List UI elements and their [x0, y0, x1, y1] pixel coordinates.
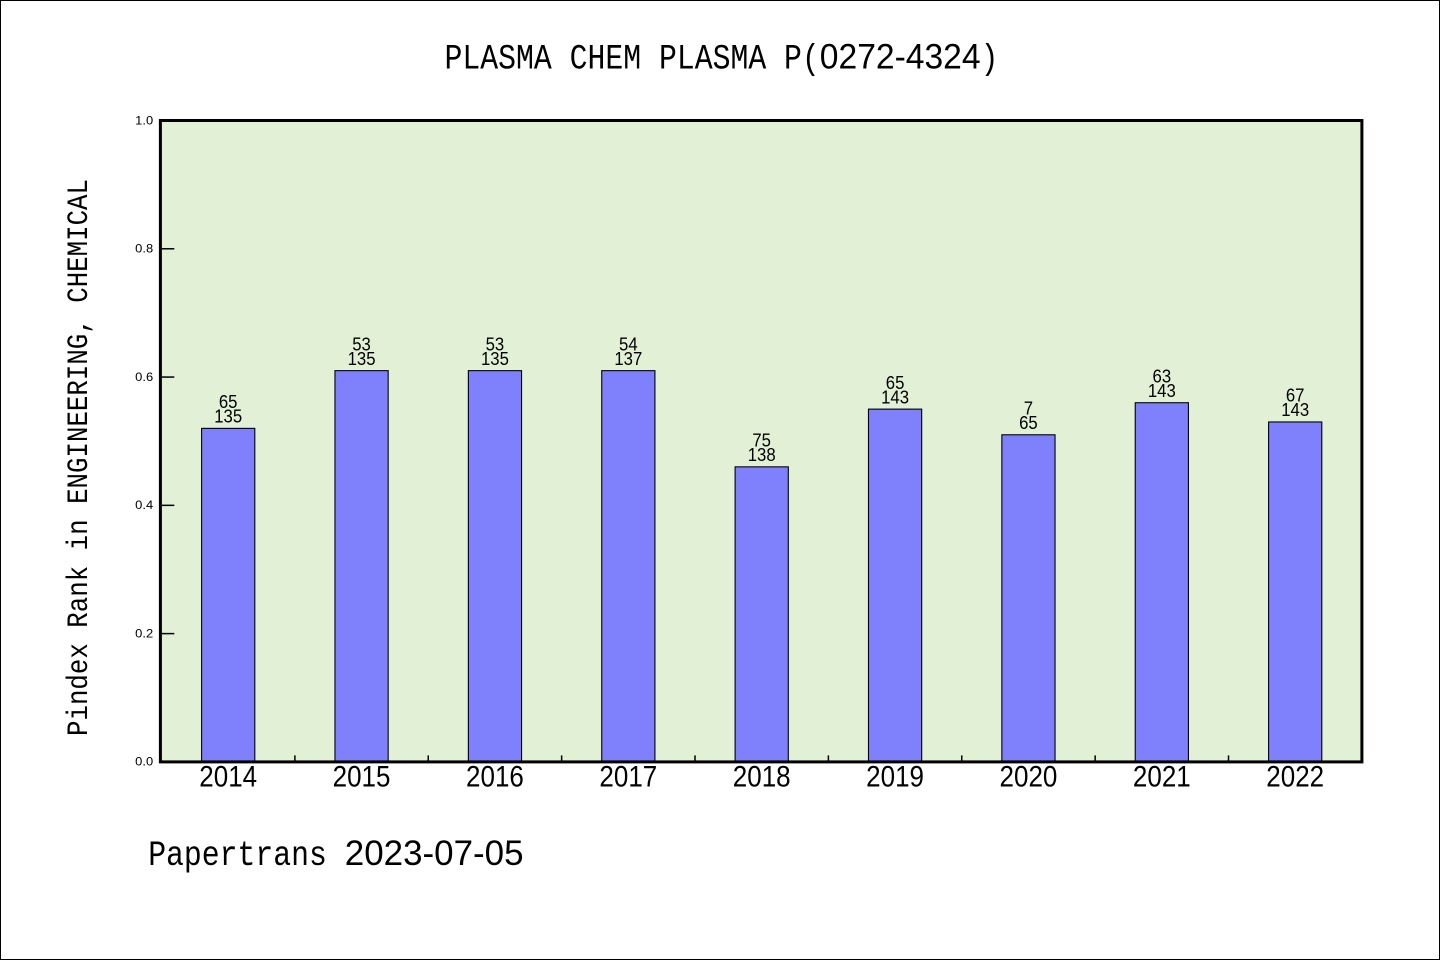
svg-text:54: 54	[619, 333, 638, 354]
svg-text:Pindex Rank in ENGINEERING, CH: Pindex Rank in ENGINEERING, CHEMICAL	[62, 179, 96, 736]
svg-text:2021: 2021	[1133, 760, 1191, 793]
svg-text:Papertrans: Papertrans	[148, 835, 327, 876]
svg-text:63: 63	[1153, 365, 1172, 386]
svg-text:65: 65	[1019, 412, 1038, 433]
svg-text:0272-4324: 0272-4324	[820, 37, 981, 77]
svg-text:137: 137	[614, 348, 642, 369]
svg-text:0.2: 0.2	[135, 626, 153, 640]
svg-text:0.6: 0.6	[135, 370, 153, 384]
svg-text:2016: 2016	[466, 760, 524, 793]
svg-text:0.8: 0.8	[135, 242, 153, 256]
svg-text:2017: 2017	[599, 760, 657, 793]
svg-text:135: 135	[348, 348, 376, 369]
svg-text:2019: 2019	[866, 760, 924, 793]
svg-text:0.0: 0.0	[135, 755, 153, 769]
svg-text:65: 65	[219, 391, 238, 412]
svg-text:): )	[981, 39, 999, 80]
svg-text:2023-07-05: 2023-07-05	[345, 833, 524, 873]
svg-text:2014: 2014	[199, 760, 257, 793]
svg-text:53: 53	[352, 333, 371, 354]
svg-text:7: 7	[1024, 397, 1033, 418]
svg-text:53: 53	[486, 333, 505, 354]
svg-text:67: 67	[1286, 385, 1305, 406]
svg-text:65: 65	[886, 372, 905, 393]
svg-text:135: 135	[481, 348, 509, 369]
svg-text:0.4: 0.4	[135, 498, 153, 512]
svg-text:1.0: 1.0	[135, 113, 153, 127]
svg-text:2015: 2015	[333, 760, 391, 793]
svg-text:143: 143	[1148, 380, 1176, 401]
svg-text:2022: 2022	[1266, 760, 1324, 793]
svg-text:75: 75	[752, 430, 771, 451]
svg-text:2018: 2018	[733, 760, 791, 793]
svg-text:138: 138	[748, 444, 776, 465]
svg-text:143: 143	[1281, 399, 1309, 420]
svg-text:135: 135	[214, 406, 242, 427]
svg-text:2020: 2020	[1000, 760, 1058, 793]
svg-text:PLASMA CHEM PLASMA P(: PLASMA CHEM PLASMA P(	[445, 39, 820, 80]
svg-text:143: 143	[881, 386, 909, 407]
